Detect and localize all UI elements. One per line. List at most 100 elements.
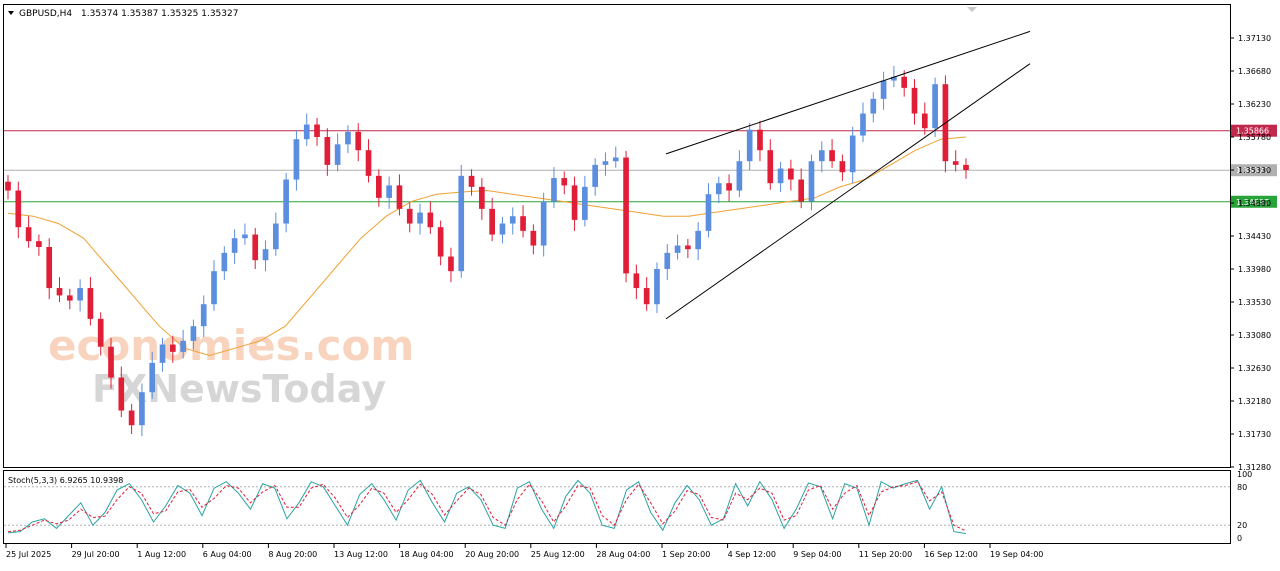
y-tick-label: 1.34430 [1238, 232, 1271, 241]
y-tick-label: 1.33080 [1238, 331, 1271, 340]
candle-body [530, 230, 537, 246]
candle-body [798, 179, 805, 202]
candle-body [324, 137, 331, 165]
rising-wedge-upper [665, 30, 1031, 155]
candle-body [633, 273, 640, 289]
symbol-label: GBPUSD,H4 [19, 9, 72, 19]
candle-body [860, 113, 866, 136]
level-price-label: 1.35866 [1236, 127, 1269, 136]
x-tick-label: 1 Aug 12:00 [137, 550, 186, 559]
candle-body [674, 245, 681, 253]
candle-body [808, 161, 815, 202]
x-tick-label: 29 Jul 20:00 [72, 550, 120, 559]
stoch-tick-label: 80 [1237, 483, 1247, 492]
candle-body [612, 157, 619, 162]
candle-body [592, 164, 598, 187]
y-tick-label: 1.31280 [1238, 463, 1271, 472]
candle-body [190, 326, 197, 341]
y-tick-label: 1.33980 [1238, 265, 1271, 274]
candle-body [293, 139, 300, 180]
candle-body [15, 190, 22, 228]
stoch-tick-label: 0 [1237, 534, 1242, 543]
candle-body [818, 150, 825, 162]
candle-body [788, 168, 794, 180]
x-tick-label: 13 Aug 12:00 [334, 550, 388, 559]
candle-body [231, 238, 238, 253]
x-tick-label: 9 Sep 04:00 [793, 550, 841, 559]
y-tick-label: 1.36230 [1238, 100, 1271, 109]
candle-body [417, 212, 423, 224]
candle-body [406, 208, 413, 224]
candle-body [46, 247, 53, 289]
level-price-label: 1.34897 [1236, 198, 1269, 207]
stoch-main-line [7, 479, 967, 535]
scroll-marker-icon [967, 7, 977, 12]
candle-body [880, 80, 887, 99]
candle-body [262, 249, 269, 261]
candles [5, 65, 969, 437]
candle-body [448, 256, 454, 272]
candle-body [468, 175, 475, 187]
watermark-fxnewstoday: FXNewsToday [92, 367, 386, 411]
candle-body [36, 241, 42, 247]
candle-body [97, 318, 104, 347]
x-tick-label: 6 Aug 04:00 [203, 550, 252, 559]
moving-average [7, 136, 967, 357]
ohlc-readout: 1.35374 1.35387 1.35325 1.35327 [81, 9, 238, 19]
candle-body [520, 216, 526, 231]
candle-body [643, 288, 650, 305]
x-tick-label: 11 Sep 20:00 [859, 550, 912, 559]
candle-body [386, 185, 392, 198]
stochastic-title: Stoch(5,3,3) 6.9265 10.9398 [8, 476, 123, 485]
candle-body [551, 178, 557, 202]
candle-body [149, 362, 156, 393]
level-price-tag [1231, 164, 1277, 177]
x-tick-label: 1 Sep 20:00 [662, 550, 710, 559]
level-price-tag [1231, 195, 1277, 208]
stochastic-pane[interactable] [3, 470, 1231, 544]
horizontal-levels: 1.35866 1.35327 1.34897 [4, 124, 1277, 208]
candle-body [180, 340, 186, 352]
candle-body [829, 150, 835, 162]
candle-body [252, 234, 259, 261]
candle-body [334, 144, 341, 165]
candle-body [932, 84, 938, 129]
candle-body [159, 344, 166, 363]
candle-body [25, 227, 32, 242]
candle-body [139, 392, 145, 426]
candle-body [66, 295, 73, 301]
candle-body [602, 161, 609, 165]
candle-body [396, 185, 403, 209]
candle-body [571, 185, 578, 220]
candle-body [695, 230, 702, 250]
candle-body [746, 129, 753, 162]
y-tick-label: 1.31730 [1238, 430, 1271, 439]
dropdown-arrow-icon[interactable] [8, 11, 14, 15]
y-tick-label: 1.35330 [1238, 166, 1271, 175]
x-tick-label: 20 Aug 20:00 [465, 550, 519, 559]
candle-body [427, 212, 434, 228]
stoch-tick-label: 20 [1237, 521, 1247, 530]
level-price-label: 1.35327 [1236, 166, 1269, 175]
y-tick-label: 1.33530 [1238, 298, 1271, 307]
candle-body [458, 175, 465, 272]
y-tick-label: 1.32180 [1238, 397, 1271, 406]
candle-body [303, 124, 310, 140]
candle-body [561, 178, 568, 186]
candle-body [767, 150, 774, 184]
price-axis: 1.37130 1.36680 1.36230 1.35780 1.35330 1.348… [1230, 34, 1271, 472]
trendlines [665, 30, 1031, 320]
candle-body [118, 377, 125, 411]
x-tick-label: 4 Sep 12:00 [728, 550, 776, 559]
candle-body [283, 179, 289, 224]
candle-body [345, 131, 351, 145]
candle-body [77, 288, 83, 301]
level-price-tag [1231, 124, 1277, 137]
candle-body [901, 76, 908, 88]
candle-body [479, 186, 485, 209]
candle-body [108, 346, 114, 378]
y-tick-label: 1.35780 [1238, 133, 1271, 142]
candle-body [952, 161, 959, 165]
